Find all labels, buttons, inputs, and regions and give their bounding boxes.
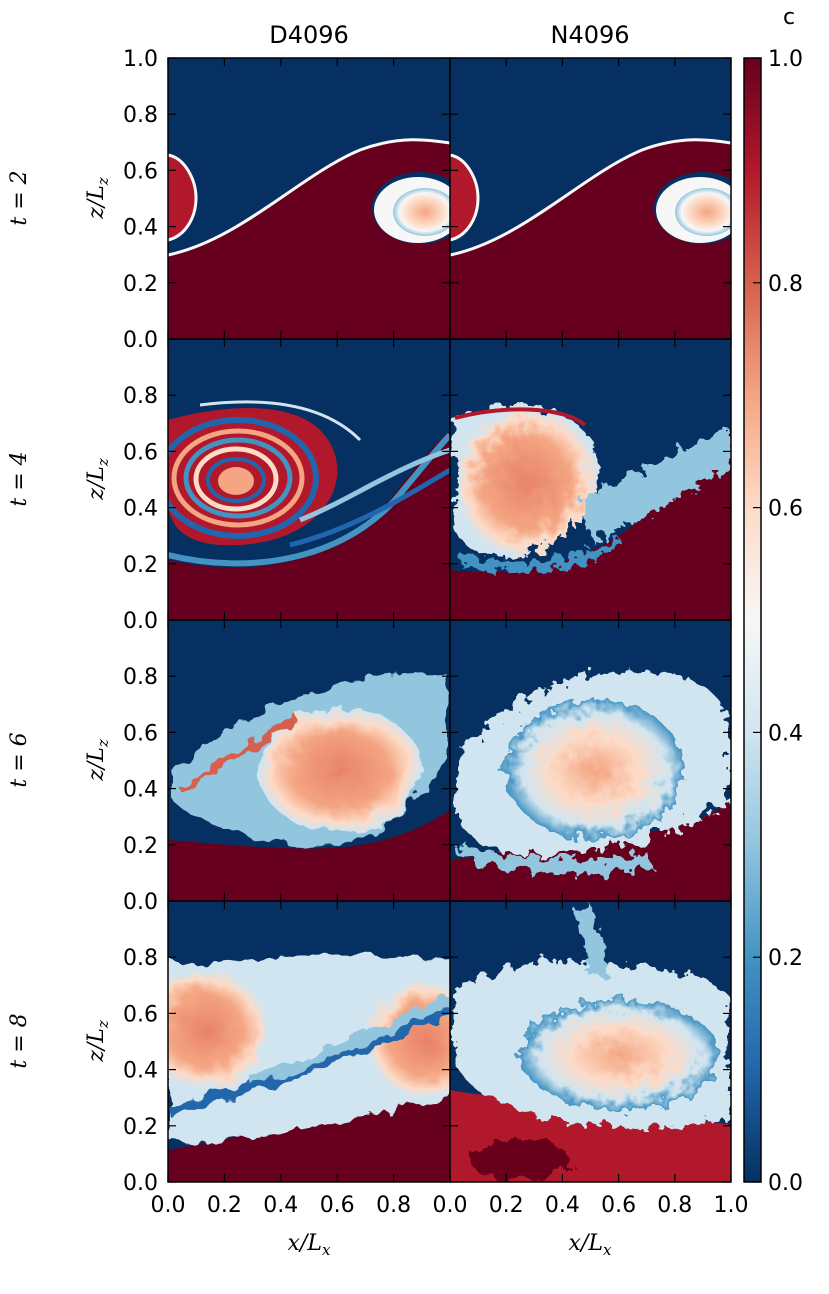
y-tick-label: 0.6	[123, 440, 158, 465]
y-tick-label: 0.0	[123, 890, 158, 915]
colorbar-tick-label: 0.4	[768, 721, 803, 746]
colorbar-tick-label: 0.8	[768, 272, 803, 297]
x-tick-label: 0.0	[151, 1193, 186, 1218]
colorbar-tick-label: 0.6	[768, 497, 803, 522]
panel-n4096-t6	[450, 620, 731, 901]
column-title-d4096: D4096	[269, 21, 349, 49]
colorbar-gradient	[743, 57, 762, 1183]
y-tick-label: 0.2	[123, 272, 158, 297]
panel-d4096-t8	[168, 901, 450, 1182]
x-tick-label: 0.6	[320, 1193, 355, 1218]
y-tick-label: 0.6	[123, 721, 158, 746]
x-tick-label: 0.2	[207, 1193, 242, 1218]
y-tick-label: 0.4	[123, 216, 158, 241]
y-tick-label: 0.0	[123, 609, 158, 634]
row-label-t8: t = 8	[7, 1013, 32, 1068]
y-tick-label: 0.2	[123, 834, 158, 859]
x-tick-label: 0.8	[657, 1193, 692, 1218]
y-tick-label: 0.0	[123, 1171, 158, 1196]
x-tick-label: 0.6	[601, 1193, 636, 1218]
x-axis-label-d4096: x/Lx	[288, 1231, 331, 1259]
x-tick-label: 0.2	[489, 1193, 524, 1218]
row-label-t6: t = 6	[7, 732, 32, 787]
row-label-t4: t = 4	[7, 451, 32, 506]
y-tick-label: 0.8	[123, 665, 158, 690]
y-tick-label: 0.2	[123, 553, 158, 578]
y-tick-label: 0.6	[123, 1002, 158, 1027]
y-tick-label: 0.4	[123, 497, 158, 522]
y-axis-label-t4: z/Lz	[84, 458, 112, 501]
colorbar: c 0.0 0.2 0.4 0.6 0.8 1.0	[743, 5, 803, 1196]
panel-d4096-t2	[168, 58, 450, 339]
colorbar-tick-label: 0.2	[768, 946, 803, 971]
panel-n4096-t4	[450, 339, 731, 620]
colorbar-ticks: 0.0 0.2 0.4 0.6 0.8 1.0	[753, 47, 803, 1196]
y-tick-label: 0.4	[123, 778, 158, 803]
panel-n4096-t2	[450, 58, 731, 339]
y-tick-label: 0.0	[123, 328, 158, 353]
y-tick-label: 0.8	[123, 946, 158, 971]
panel-n4096-t8	[450, 901, 731, 1182]
y-tick-label: 0.4	[123, 1059, 158, 1084]
row-label-t2: t = 2	[7, 170, 32, 225]
colorbar-tick-label: 1.0	[768, 47, 803, 72]
panel-d4096-t4	[168, 339, 450, 620]
colorbar-title: c	[783, 5, 795, 30]
x-tick-label: 1.0	[714, 1193, 749, 1218]
y-tick-label: 0.6	[123, 159, 158, 184]
y-axis-label-t6: z/Lz	[84, 739, 112, 782]
y-tick-label: 0.8	[123, 103, 158, 128]
column-title-n4096: N4096	[550, 21, 629, 49]
x-tick-label: 0.8	[376, 1193, 411, 1218]
x-tick-label: 0.0	[433, 1193, 468, 1218]
tick-layer: 0.0 0.2 0.4 0.6 0.8 1.0 0.0 0.2 0.4 0.6 0.8 0.0 0.2 0…	[123, 47, 749, 1218]
y-tick-label: 1.0	[123, 47, 158, 72]
panel-d4096-t6	[168, 620, 450, 901]
x-tick-label: 0.4	[545, 1193, 580, 1218]
y-axis-label-t8: z/Lz	[84, 1020, 112, 1063]
y-tick-label: 0.8	[123, 384, 158, 409]
y-axis-labels: z/Lz z/Lz z/Lz z/Lz	[84, 177, 112, 1063]
x-axis-label-n4096: x/Lx	[569, 1231, 612, 1259]
x-tick-label: 0.4	[263, 1193, 298, 1218]
y-tick-label: 0.2	[123, 1115, 158, 1140]
y-axis-label-t2: z/Lz	[84, 177, 112, 220]
colorbar-tick-label: 0.0	[768, 1171, 803, 1196]
